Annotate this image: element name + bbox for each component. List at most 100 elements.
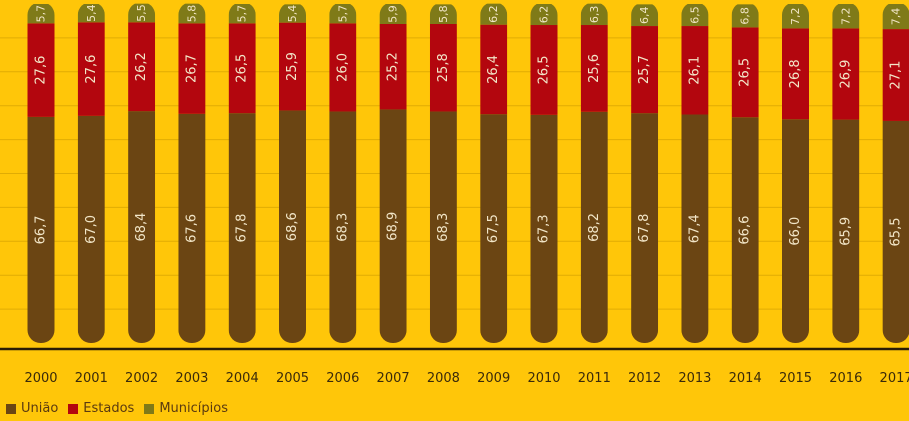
bar-Municípios-2006 bbox=[329, 4, 357, 24]
bar-group-2016 bbox=[832, 4, 860, 343]
x-tick-label-2000: 2000 bbox=[24, 371, 57, 386]
bar-Municípios-2013 bbox=[681, 4, 709, 27]
bar-group-2005 bbox=[279, 4, 306, 343]
data-label-Municípios-2005: 5,4 bbox=[286, 5, 299, 23]
bar-União-2009 bbox=[480, 114, 508, 343]
data-label-Municípios-2002: 5,5 bbox=[135, 4, 148, 22]
bar-União-2015 bbox=[782, 119, 809, 343]
data-label-Municípios-2007: 5,9 bbox=[387, 5, 400, 23]
legend-swatch-estados bbox=[68, 403, 79, 414]
x-tick-label-2007: 2007 bbox=[377, 371, 410, 386]
bar-União-2008 bbox=[429, 111, 457, 343]
bar-Estados-2000 bbox=[27, 23, 55, 117]
bar-União-2014 bbox=[731, 117, 759, 343]
data-label-Municípios-2009: 6,2 bbox=[487, 5, 500, 23]
bar-Municípios-2017 bbox=[882, 4, 909, 30]
data-label-Municípios-2006: 5,7 bbox=[336, 5, 349, 23]
data-label-União-2001: 67,0 bbox=[84, 215, 99, 244]
data-label-Estados-2008: 25,8 bbox=[436, 53, 451, 82]
bar-Estados-2015 bbox=[782, 28, 809, 120]
bar-União-2011 bbox=[580, 111, 608, 343]
bar-União-2006 bbox=[329, 111, 357, 343]
bar-Municípios-2016 bbox=[832, 4, 860, 29]
data-label-União-2009: 67,5 bbox=[486, 214, 501, 243]
bar-União-2003 bbox=[178, 113, 206, 343]
legend-label-estados: Estados bbox=[83, 401, 135, 416]
bar-Municípios-2009 bbox=[480, 3, 508, 25]
data-label-União-2014: 66,6 bbox=[738, 216, 753, 245]
data-label-Estados-2014: 26,5 bbox=[738, 58, 753, 87]
data-label-União-2002: 68,4 bbox=[134, 213, 149, 242]
bar-Estados-2017 bbox=[882, 29, 909, 121]
data-label-Municípios-2008: 5,8 bbox=[437, 5, 450, 23]
data-label-Municípios-2015: 7,2 bbox=[789, 7, 802, 25]
bar-Municípios-2007 bbox=[379, 4, 407, 25]
bar-Estados-2010 bbox=[530, 25, 558, 115]
bar-group-2002 bbox=[128, 3, 156, 343]
bar-Municípios-2004 bbox=[228, 4, 256, 24]
bar-Municípios-2005 bbox=[279, 4, 306, 23]
bar-Municípios-2000 bbox=[27, 4, 55, 24]
bar-Estados-2003 bbox=[178, 23, 206, 114]
bar-group-2003 bbox=[178, 3, 206, 343]
bar-União-2017 bbox=[882, 120, 909, 343]
bar-Municípios-2008 bbox=[429, 4, 457, 25]
data-label-União-2015: 66,0 bbox=[788, 217, 803, 246]
data-label-Estados-2001: 27,6 bbox=[84, 55, 99, 84]
bar-União-2002 bbox=[128, 111, 156, 343]
data-label-Municípios-2012: 6,4 bbox=[638, 6, 651, 24]
x-tick-label-2010: 2010 bbox=[527, 371, 560, 386]
bar-Estados-2013 bbox=[681, 26, 709, 115]
legend-label-municipios: Municípios bbox=[159, 401, 228, 416]
legend-swatch-uniao bbox=[6, 403, 16, 414]
x-tick-label-2003: 2003 bbox=[175, 371, 208, 386]
bar-União-2007 bbox=[379, 109, 407, 343]
data-label-Estados-2002: 26,2 bbox=[134, 52, 149, 81]
bar-Estados-2009 bbox=[480, 24, 508, 115]
legend-item-uniao: União bbox=[6, 401, 58, 416]
x-tick-label-2001: 2001 bbox=[75, 371, 108, 386]
x-tick-label-2016: 2016 bbox=[829, 371, 862, 386]
data-label-Municípios-2004: 5,7 bbox=[236, 5, 249, 23]
x-tick-label-2008: 2008 bbox=[427, 371, 460, 386]
data-label-União-2010: 67,3 bbox=[537, 214, 552, 243]
bar-Municípios-2015 bbox=[782, 4, 809, 29]
data-label-Municípios-2013: 6,5 bbox=[688, 6, 701, 24]
bar-group-2006 bbox=[329, 4, 357, 343]
bar-Municípios-2012 bbox=[631, 4, 659, 27]
legend-swatch-municipios bbox=[144, 403, 155, 414]
data-label-União-2013: 67,4 bbox=[687, 214, 702, 243]
x-tick-label-2011: 2011 bbox=[578, 371, 611, 386]
bar-group-2017 bbox=[882, 4, 909, 343]
bar-group-2012 bbox=[631, 4, 659, 343]
data-label-Estados-2012: 25,7 bbox=[637, 55, 652, 84]
data-label-Municípios-2017: 7,4 bbox=[890, 8, 903, 26]
bar-União-2016 bbox=[832, 119, 860, 343]
bar-Municípios-2003 bbox=[178, 3, 206, 24]
data-label-Municípios-2000: 5,7 bbox=[35, 5, 48, 23]
data-label-Estados-2000: 27,6 bbox=[34, 56, 49, 85]
bar-Estados-2006 bbox=[329, 23, 357, 112]
data-label-União-2007: 68,9 bbox=[386, 212, 401, 241]
data-label-União-2016: 65,9 bbox=[838, 217, 853, 246]
bar-Estados-2001 bbox=[77, 22, 105, 116]
bar-Municípios-2014 bbox=[731, 4, 759, 28]
bar-Municípios-2011 bbox=[580, 3, 608, 26]
data-label-Municípios-2011: 6,3 bbox=[588, 6, 601, 24]
bar-Municípios-2001 bbox=[77, 4, 105, 23]
bar-Estados-2007 bbox=[379, 24, 407, 110]
bar-Estados-2004 bbox=[228, 23, 256, 114]
x-tick-label-2017: 2017 bbox=[880, 371, 909, 386]
bar-group-2014 bbox=[731, 4, 759, 343]
legend-item-estados: Estados bbox=[68, 401, 134, 416]
bar-União-2005 bbox=[279, 110, 306, 343]
bar-group-2000 bbox=[27, 4, 55, 343]
data-label-Estados-2010: 26,5 bbox=[537, 55, 552, 84]
bar-group-2010 bbox=[530, 4, 558, 343]
bar-group-2007 bbox=[379, 4, 407, 343]
x-tick-label-2009: 2009 bbox=[477, 371, 510, 386]
bar-União-2000 bbox=[27, 116, 55, 343]
bar-Estados-2012 bbox=[631, 26, 659, 114]
data-label-União-2008: 68,3 bbox=[436, 213, 451, 242]
